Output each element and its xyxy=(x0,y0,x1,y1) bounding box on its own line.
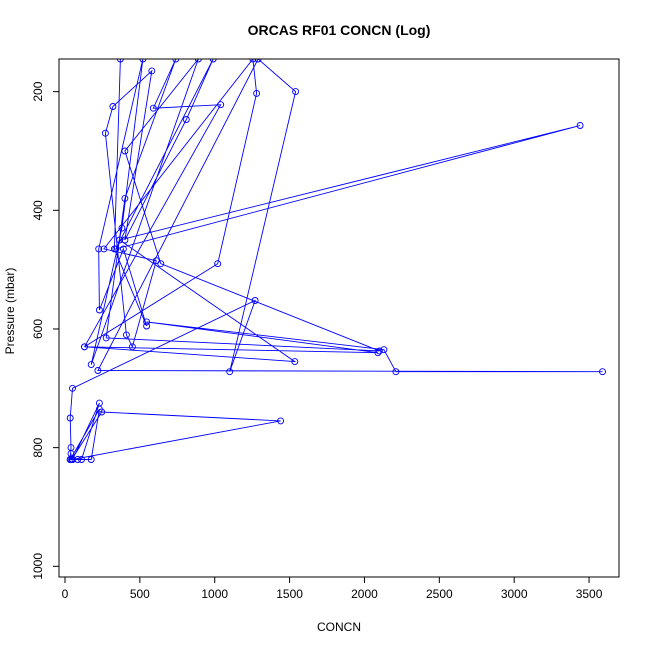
data-point xyxy=(292,88,300,96)
data-point xyxy=(87,361,95,369)
data-point xyxy=(74,456,82,463)
data-point xyxy=(182,116,190,123)
data-point xyxy=(172,59,180,63)
x-tick-label: 2500 xyxy=(426,587,453,601)
data-point xyxy=(116,236,124,244)
data-point xyxy=(101,129,109,137)
x-tick-label: 500 xyxy=(130,587,150,601)
data-point xyxy=(139,59,147,63)
data-point xyxy=(67,444,75,452)
data-point xyxy=(194,59,202,63)
data-point xyxy=(251,297,259,304)
x-tick-label: 2000 xyxy=(351,587,378,601)
data-point xyxy=(69,384,76,392)
series-line xyxy=(69,59,603,461)
x-tick-label: 1000 xyxy=(201,587,228,601)
data-point xyxy=(217,101,225,109)
data-point xyxy=(116,59,124,63)
x-tick-label: 0 xyxy=(62,587,69,601)
data-point xyxy=(143,318,151,326)
x-tick-label: 3500 xyxy=(576,587,603,601)
y-tick-label: 800 xyxy=(31,437,45,457)
data-point xyxy=(66,456,74,463)
y-tick-label: 400 xyxy=(31,200,45,220)
data-point xyxy=(87,456,95,463)
data-point xyxy=(110,245,118,253)
data-point xyxy=(249,59,257,63)
data-point xyxy=(375,347,383,355)
y-axis-label: Pressure (mbar) xyxy=(3,268,17,355)
data-point xyxy=(226,368,234,376)
data-point xyxy=(121,147,129,155)
data-point xyxy=(157,260,165,268)
data-point xyxy=(149,104,157,112)
data-point xyxy=(291,358,299,366)
data-point xyxy=(143,322,151,330)
data-point xyxy=(214,260,222,268)
data-point xyxy=(118,224,126,232)
data-point xyxy=(277,417,285,425)
data-point xyxy=(81,343,88,351)
y-tick-label: 200 xyxy=(31,81,45,101)
y-tick-label: 1000 xyxy=(31,553,45,580)
data-point xyxy=(253,89,261,97)
data-point xyxy=(122,331,130,339)
data-point xyxy=(109,103,117,110)
data-point xyxy=(95,405,103,413)
data-point xyxy=(209,59,217,63)
data-point xyxy=(94,367,102,374)
x-tick-label: 3000 xyxy=(501,587,528,601)
data-point xyxy=(148,67,156,75)
data-point xyxy=(102,334,110,342)
chart-title: ORCAS RF01 CONCN (Log) xyxy=(248,22,431,38)
data-point xyxy=(121,194,129,202)
data-point xyxy=(374,349,382,357)
x-axis: 0 500 1000 1500 2000 2500 3000 3500 xyxy=(62,577,603,601)
data-point xyxy=(254,59,262,63)
x-axis-label: CONCN xyxy=(317,620,361,634)
data-point xyxy=(100,245,108,253)
data-point xyxy=(95,306,103,314)
data-point xyxy=(380,346,388,354)
data-point xyxy=(121,236,129,244)
data-point xyxy=(576,122,584,129)
data-point xyxy=(119,245,127,253)
x-tick-label: 1500 xyxy=(276,587,303,601)
data-point xyxy=(392,368,400,376)
y-axis: 200 400 600 800 1000 xyxy=(31,81,59,580)
data-point xyxy=(599,368,606,376)
data-point xyxy=(78,456,85,463)
plot-frame xyxy=(58,58,620,578)
data-point xyxy=(66,414,74,422)
data-point xyxy=(128,343,136,351)
data-point xyxy=(95,245,103,253)
y-tick-label: 600 xyxy=(31,319,45,339)
plot-area xyxy=(66,59,606,463)
